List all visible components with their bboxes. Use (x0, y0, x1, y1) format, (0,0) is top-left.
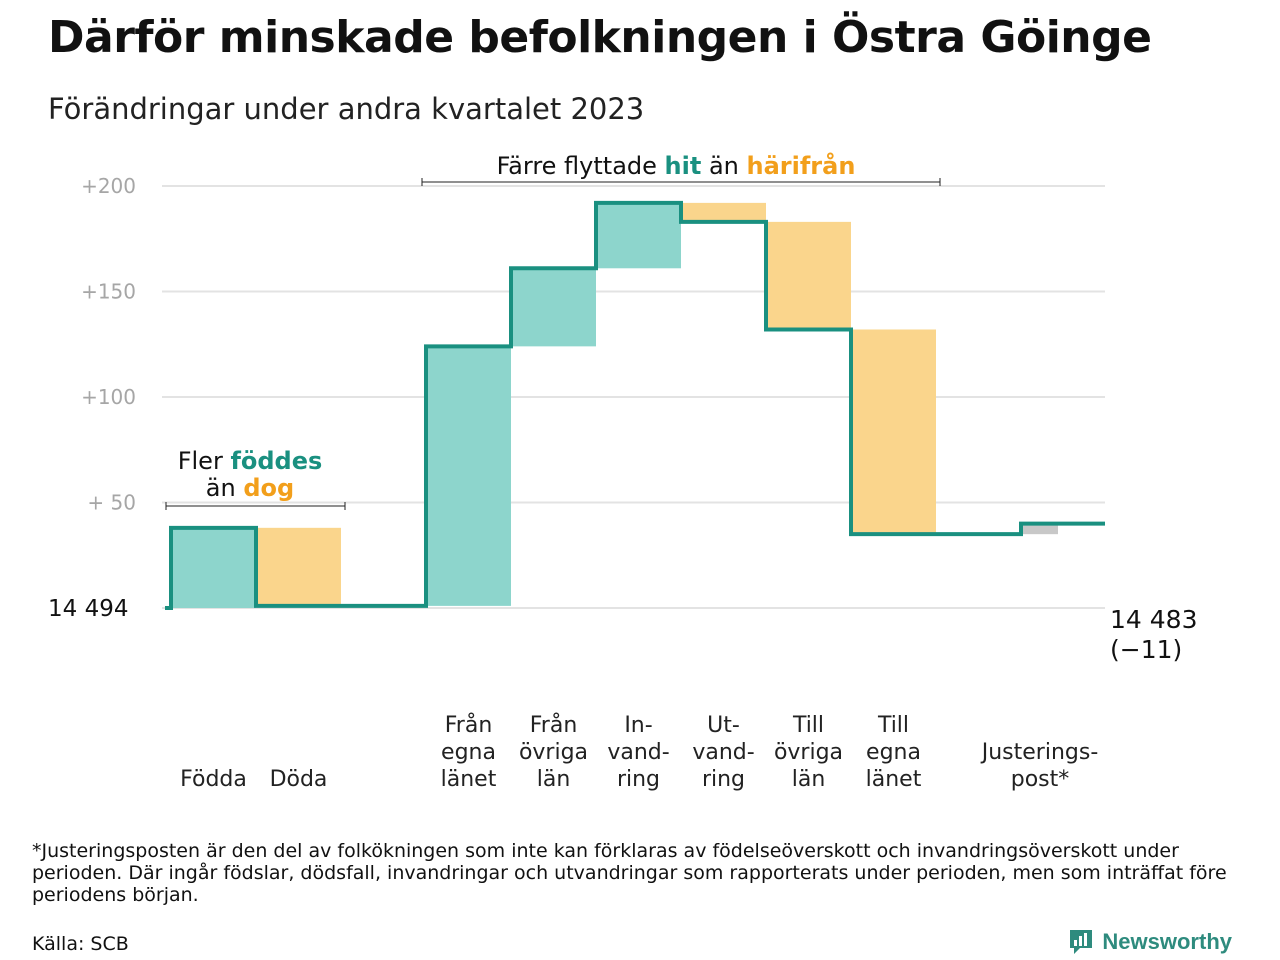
bar-5 (681, 202, 766, 222)
category-label: län (792, 767, 826, 792)
category-label: länet (441, 767, 497, 792)
bar-8 (1021, 523, 1058, 535)
y-tick-label: + 50 (87, 491, 136, 515)
chart-title: Därför minskade befolkningen i Östra Göi… (48, 12, 1152, 63)
y-tick-label: +100 (81, 385, 136, 409)
category-label: Döda (270, 767, 328, 792)
annotation-2-bold-1: hit (665, 152, 702, 180)
svg-text:Fler föddes: Fler föddes (178, 447, 323, 475)
newsworthy-logo: Newsworthy (1068, 928, 1232, 956)
annotation-1b-bold: dog (243, 474, 294, 502)
bar-7 (851, 329, 936, 535)
bars (171, 202, 1058, 608)
annotation-2-bold-2: härifrån (747, 151, 856, 180)
level-line (165, 200, 1105, 610)
category-label: Ut- (707, 713, 740, 738)
category-label: Från (530, 712, 578, 738)
category-label: vand- (692, 740, 754, 765)
bar-chart-speech-icon (1070, 930, 1093, 954)
category-label: Till (792, 713, 824, 738)
logo-text: Newsworthy (1102, 929, 1232, 954)
bar-3 (511, 268, 596, 347)
grid-lines (162, 185, 1105, 609)
source-credit: Källa: SCB (32, 933, 129, 955)
bar-4 (596, 202, 681, 269)
y-tick-label: +150 (81, 280, 136, 304)
category-label: ring (617, 767, 660, 792)
category-label: ring (702, 767, 745, 792)
annotation-1b-plain: än (206, 474, 244, 502)
y-tick-label: +200 (81, 174, 136, 198)
start-value-label: 14 494 (48, 596, 128, 622)
annotation-1-bold: föddes (230, 447, 322, 475)
category-label: övriga (774, 740, 843, 765)
annotation-births-deaths: Fler föddes än dog (165, 447, 346, 510)
category-label: egna (441, 740, 496, 765)
end-change-label: (−11) (1110, 635, 1182, 664)
bar-0 (171, 527, 256, 608)
category-label: Justerings- (980, 740, 1099, 765)
y-axis-ticks: + 50 +100 +150 +200 (81, 174, 136, 515)
annotation-2-plain-1: Färre flyttade (497, 152, 665, 180)
level-line-layer (165, 200, 1105, 610)
chart-subtitle: Förändringar under andra kvartalet 2023 (48, 92, 645, 126)
category-label: övriga (519, 740, 588, 765)
bar-1 (256, 527, 341, 606)
category-label: Till (877, 713, 909, 738)
category-labels: Födda DödaFrånegnalänetFrånövrigalänIn-va… (180, 712, 1098, 792)
annotation-1-plain: Fler (178, 447, 231, 475)
footnote: *Justeringsposten är den del av folkökni… (32, 840, 1227, 906)
bar-6 (766, 221, 851, 330)
svg-text:än dog: än dog (206, 474, 294, 502)
category-label: In- (624, 713, 652, 738)
category-label: län (537, 767, 571, 792)
annotation-2-plain-2: än (701, 152, 746, 180)
category-label: vand- (607, 740, 669, 765)
svg-text:Färre flyttade hit än härifrån: Färre flyttade hit än härifrån (497, 151, 856, 180)
end-value-label: 14 483 (1110, 605, 1197, 634)
category-label: Från (445, 712, 493, 738)
category-label: post* (1011, 767, 1070, 792)
waterfall-chart: + 50+100+150+200 Födda DödaFrånegnalänetF… (48, 151, 1197, 792)
category-label: Födda (180, 767, 247, 792)
category-label: länet (866, 767, 922, 792)
category-label: egna (866, 740, 921, 765)
annotation-migration: Färre flyttade hit än härifrån (421, 151, 941, 186)
bar-2 (426, 346, 511, 606)
